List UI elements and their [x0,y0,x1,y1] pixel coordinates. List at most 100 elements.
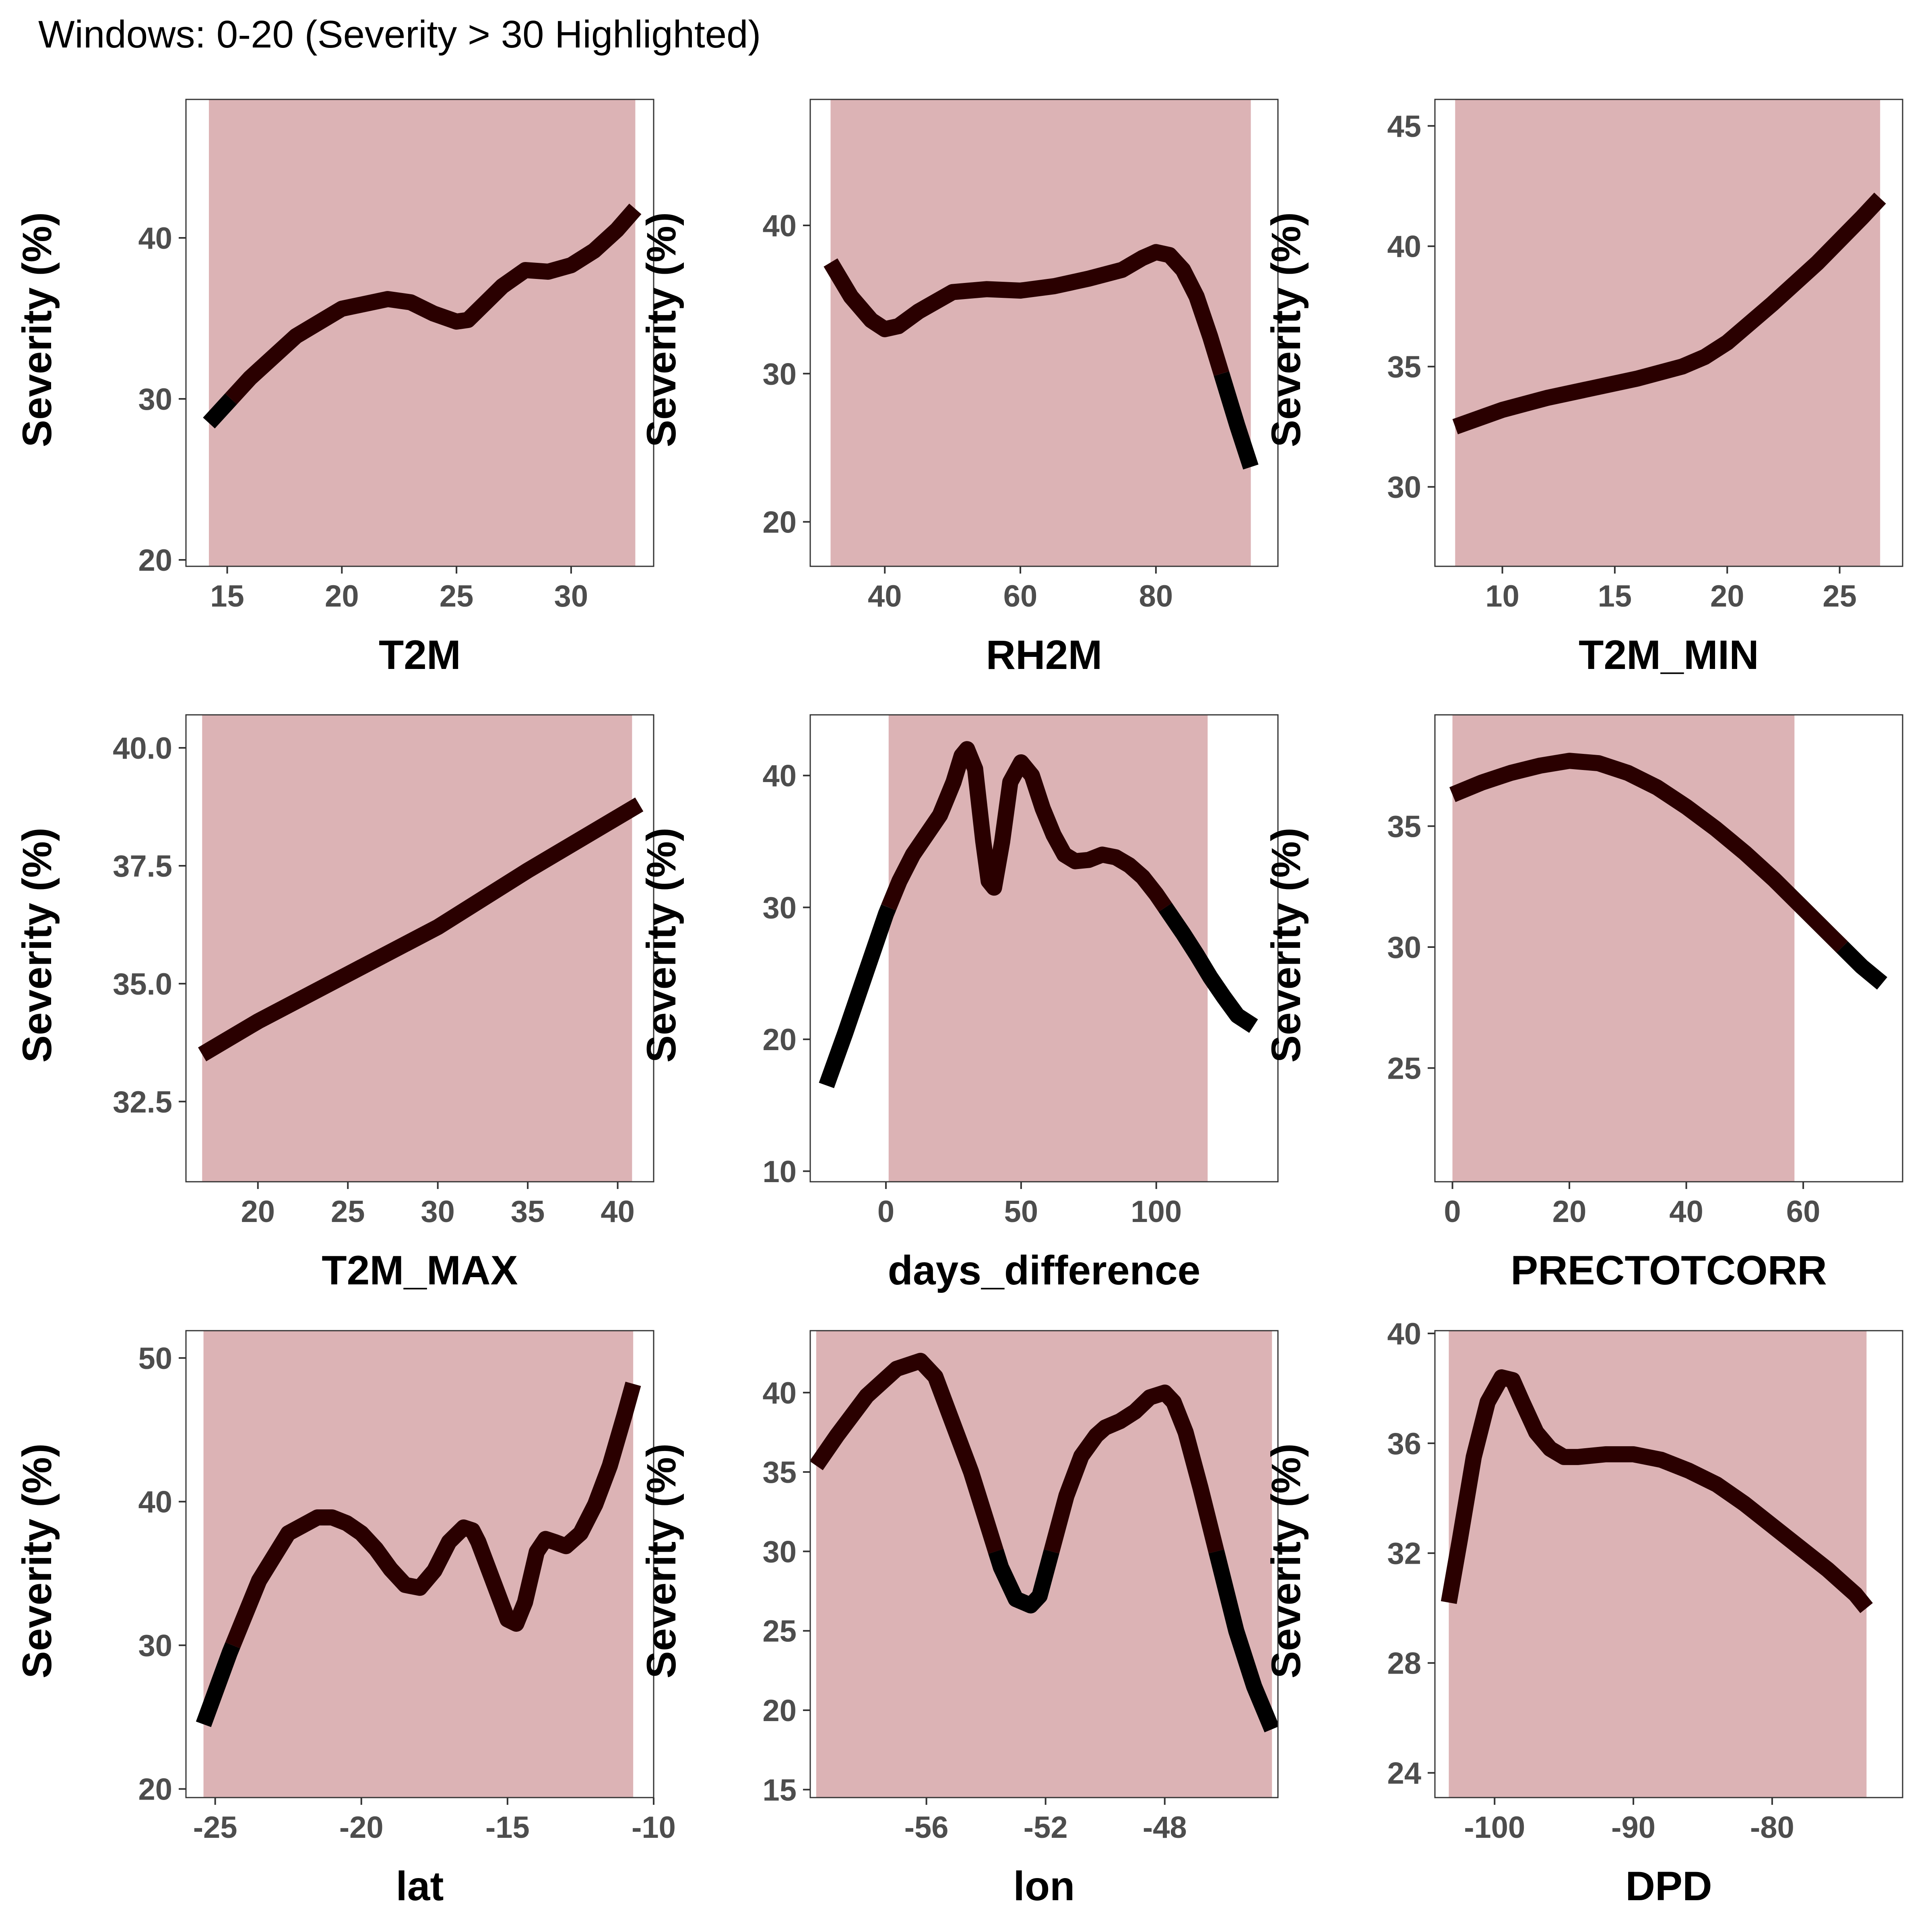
y-tick-label: 30 [762,357,797,391]
y-tick-label: 20 [762,1694,797,1728]
y-axis-title: Severity (%) [1263,1443,1309,1678]
panel-border [809,714,1279,1183]
x-tick-label: -20 [339,1810,384,1845]
x-tick-label: 40 [601,1195,635,1229]
panel-border [1434,1330,1903,1798]
series-line [1441,1369,1873,1613]
series-line [196,1381,641,1727]
x-tick-label: 0 [877,1195,894,1229]
x-tick-label: 40 [868,579,902,613]
panel-border [185,714,654,1183]
y-tick-label: 35 [762,1455,797,1490]
y-tick-label: 25 [1387,1052,1421,1086]
series-line-segment [1214,371,1259,470]
x-tick-label: -15 [485,1810,530,1845]
y-axis-title: Severity (%) [14,212,60,447]
highlight-region [1452,715,1795,1182]
y-tick-label: 20 [762,506,797,540]
x-axis-title: T2M_MAX [322,1247,518,1293]
y-tick-label: 40.0 [113,731,172,766]
panel-3: 10 15 20 25 30 35 40 45 T2M_MIN Severity (%) [1263,99,1903,678]
series-line-segment [196,1642,240,1727]
x-axis-title: RH2M [986,632,1102,678]
x-tick-label: 60 [1003,579,1038,613]
y-tick-label: 30 [138,1629,172,1663]
y-tick-label: 20 [762,1023,797,1057]
panel-border [1434,99,1903,567]
series-line-segment [225,1381,641,1649]
series-line-segment [1452,192,1886,435]
y-tick-label: 37.5 [113,849,172,883]
series-line-segment [1208,1549,1278,1732]
highlight-region [208,99,636,566]
y-axis-title: Severity (%) [1263,212,1309,447]
series-line-segment [1449,753,1848,953]
x-tick-label: 25 [440,579,474,613]
x-tick-label: -90 [1611,1810,1655,1845]
series-line-segment [198,797,644,1061]
panel-4: 20 25 30 35 40 32.5 35.0 37.5 40.0 T2M_MAX Severit… [14,714,654,1293]
x-tick-label: -52 [1024,1810,1068,1845]
highlight-region [202,715,632,1182]
series-line-segment [1836,941,1887,990]
series-line-segment [824,244,1229,376]
y-tick-label: 20 [138,543,172,578]
x-tick-label: 20 [241,1195,275,1229]
panel-7: -25 -20 -15 -10 20 30 40 50 lat Severity (%) [14,1330,676,1909]
y-axis-title: Severity (%) [638,828,684,1063]
y-tick-label: 40 [762,209,797,243]
series-line-segment [225,203,642,405]
series-line [824,244,1259,470]
series-line-segment [988,1549,1059,1614]
y-tick-label: 40 [138,221,172,256]
y-axis-title: Severity (%) [638,1443,684,1678]
x-axis-title: days_difference [888,1247,1201,1293]
x-tick-label: 40 [1669,1195,1703,1229]
y-axis-title: Severity (%) [14,828,60,1063]
x-tick-label: 20 [1552,1195,1587,1229]
y-tick-label: 10 [762,1155,797,1189]
panel-border [185,1330,654,1798]
y-tick-label: 30 [1387,471,1421,505]
x-axis-title: lat [396,1863,444,1909]
series-line [203,203,642,429]
x-tick-label: -80 [1750,1810,1794,1845]
x-tick-label: -48 [1143,1810,1187,1845]
series-line-segment [881,741,1172,912]
series-line [819,741,1258,1088]
series-line [810,1353,1278,1732]
y-tick-label: 40 [762,1376,797,1410]
panel-border [809,99,1279,567]
y-tick-label: 32.5 [113,1085,172,1119]
x-tick-label: 25 [331,1195,365,1229]
y-tick-label: 35 [1387,350,1421,384]
x-tick-label: 50 [1004,1195,1038,1229]
highlight-region [1449,1331,1867,1798]
y-tick-label: 40 [1387,230,1421,264]
y-tick-label: 40 [1387,1317,1421,1351]
x-tick-label: 10 [1485,579,1519,613]
x-tick-label: 80 [1139,579,1173,613]
series-line-segment [1441,1369,1873,1613]
y-axis-title: Severity (%) [638,212,684,447]
highlight-region [888,715,1208,1182]
series-line [1452,192,1886,435]
x-tick-label: 15 [1598,579,1632,613]
x-tick-label: -56 [904,1810,949,1845]
series-line-segment [810,1353,1004,1554]
series-line [1449,753,1887,990]
y-tick-label: 40 [138,1485,172,1519]
y-tick-label: 24 [1387,1757,1421,1791]
panel-border [185,99,654,567]
series-line [198,797,644,1061]
x-tick-label: -100 [1464,1810,1525,1845]
y-tick-label: 25 [762,1614,797,1649]
x-tick-label: -10 [632,1810,676,1845]
y-tick-label: 30 [762,891,797,925]
x-tick-label: 100 [1131,1195,1182,1229]
series-line-segment [819,904,896,1088]
y-tick-label: 30 [138,382,172,417]
panel-9: -100 -90 -80 24 28 32 36 40 DPD Severity (%) [1263,1317,1903,1909]
x-tick-label: 15 [210,579,244,613]
